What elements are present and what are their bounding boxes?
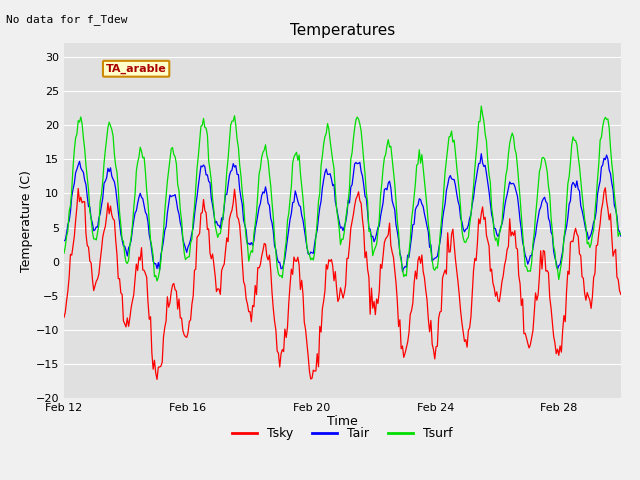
Text: TA_arable: TA_arable bbox=[106, 64, 166, 74]
Legend: Tsky, Tair, Tsurf: Tsky, Tair, Tsurf bbox=[227, 422, 458, 445]
Text: No data for f_Tdew: No data for f_Tdew bbox=[6, 14, 128, 25]
Title: Temperatures: Temperatures bbox=[290, 23, 395, 38]
X-axis label: Time: Time bbox=[327, 415, 358, 428]
Y-axis label: Temperature (C): Temperature (C) bbox=[20, 170, 33, 272]
